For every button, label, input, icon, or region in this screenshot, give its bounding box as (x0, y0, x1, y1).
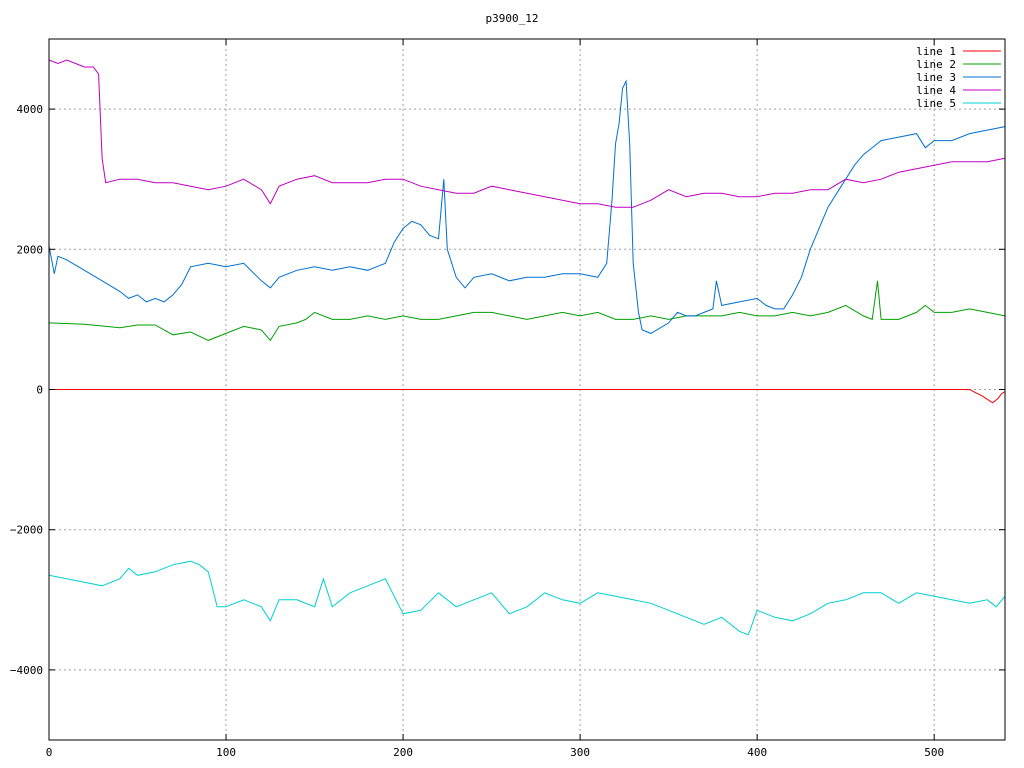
x-tick-label: 300 (570, 746, 590, 759)
x-tick-label: 500 (924, 746, 944, 759)
y-tick-label: 0 (36, 384, 43, 397)
x-tick-label: 100 (216, 746, 236, 759)
series-line-2 (48, 280, 1006, 342)
legend-label: line 3 (916, 71, 956, 84)
x-tick-label: 0 (46, 746, 53, 759)
x-tick-label: 200 (393, 746, 413, 759)
series-line-1 (49, 389, 1006, 404)
y-tick-label: −2000 (10, 524, 43, 537)
legend-label: line 5 (916, 97, 956, 110)
y-tick-label: −4000 (10, 664, 43, 677)
y-tick-label: 4000 (17, 103, 44, 116)
legend-label: line 1 (916, 45, 956, 58)
y-tick-label: 2000 (17, 243, 44, 256)
series-line-4 (48, 59, 1006, 208)
y-axis: −4000 −2000 0 2000 4000 (10, 103, 1005, 677)
x-axis: 0 100 200 300 400 500 (46, 39, 944, 759)
series-group (48, 59, 1006, 636)
series-line-3 (48, 79, 1006, 334)
series-line-5 (48, 560, 1006, 636)
chart-title: p3900_12 (486, 12, 539, 25)
x-tick-label: 400 (747, 746, 767, 759)
legend-label: line 2 (916, 58, 956, 71)
legend-label: line 4 (916, 84, 956, 97)
